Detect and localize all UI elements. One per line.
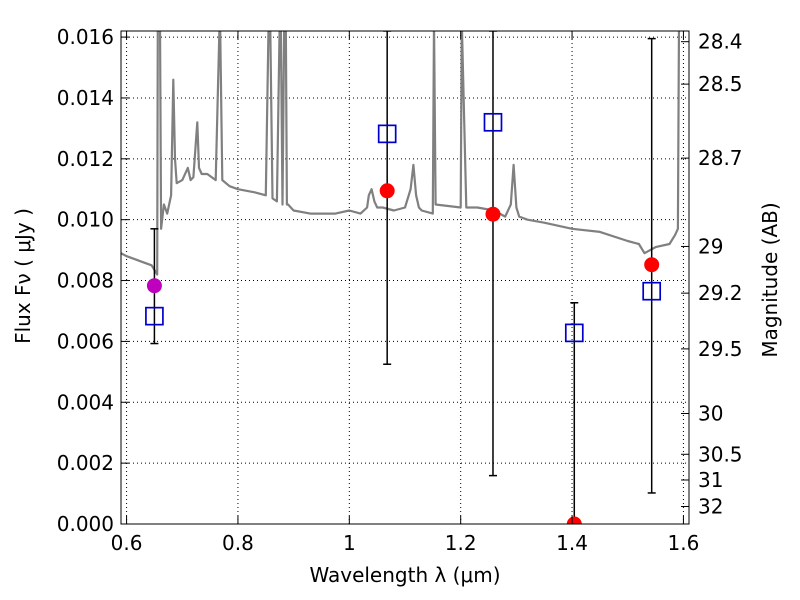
x-tick-label: 1.6 [668, 531, 700, 555]
plot-frame [120, 30, 690, 525]
model-point [642, 281, 662, 301]
y-tick-label: 0.014 [57, 86, 114, 110]
right-tick-label: 29.5 [698, 337, 743, 361]
data-point [485, 206, 501, 222]
model-point [564, 323, 584, 343]
x-tick-label: 0.8 [222, 531, 254, 555]
x-axis-title: Wavelength λ (μm) [309, 563, 500, 587]
x-tick-label: 1.2 [445, 531, 477, 555]
y-tick-label: 0.012 [57, 147, 114, 171]
right-tick-label: 31 [698, 468, 723, 492]
y-tick-label: 0.016 [57, 25, 114, 49]
error-bar [570, 302, 579, 524]
right-tick-label: 28.4 [698, 30, 743, 54]
y-tick-label: 0.006 [57, 329, 114, 353]
axis-ticks: 0.6 0.8 1 1.2 1.4 1.6 0.000 0.002 0.004 0.006 0.00… [57, 25, 743, 555]
x-tick-label: 0.6 [111, 531, 143, 555]
y-tick-label: 0.000 [57, 512, 114, 536]
y-tick-label: 0.004 [57, 390, 114, 414]
right-tick-label: 32 [698, 494, 723, 518]
model-sed-line [121, 31, 681, 276]
y-tick-label: 0.008 [57, 269, 114, 293]
right-tick-label: 30.5 [698, 442, 743, 466]
data-point [379, 183, 395, 199]
model-point [145, 306, 164, 326]
right-tick-label: 30 [698, 402, 723, 426]
x-tick-label: 1 [343, 531, 356, 555]
grid [121, 31, 689, 524]
y-tick-label: 0.002 [57, 451, 114, 475]
right-axis-title: Magnitude (AB) [758, 202, 782, 357]
y-tick-label: 0.010 [57, 208, 114, 232]
y-axis-title: Flux Fν ( μJy ) [11, 208, 35, 344]
data-point [644, 257, 660, 273]
data-point [146, 278, 162, 294]
x-tick-label: 1.4 [556, 531, 588, 555]
data-point [566, 516, 582, 524]
right-tick-label: 29 [698, 234, 723, 258]
error-bar [488, 31, 497, 477]
model-point [483, 112, 503, 132]
plot-area [121, 31, 681, 524]
right-tick-label: 28.7 [698, 146, 743, 170]
right-tick-label: 29.2 [698, 281, 743, 305]
model-point [377, 124, 397, 144]
right-tick-label: 28.5 [698, 72, 743, 96]
